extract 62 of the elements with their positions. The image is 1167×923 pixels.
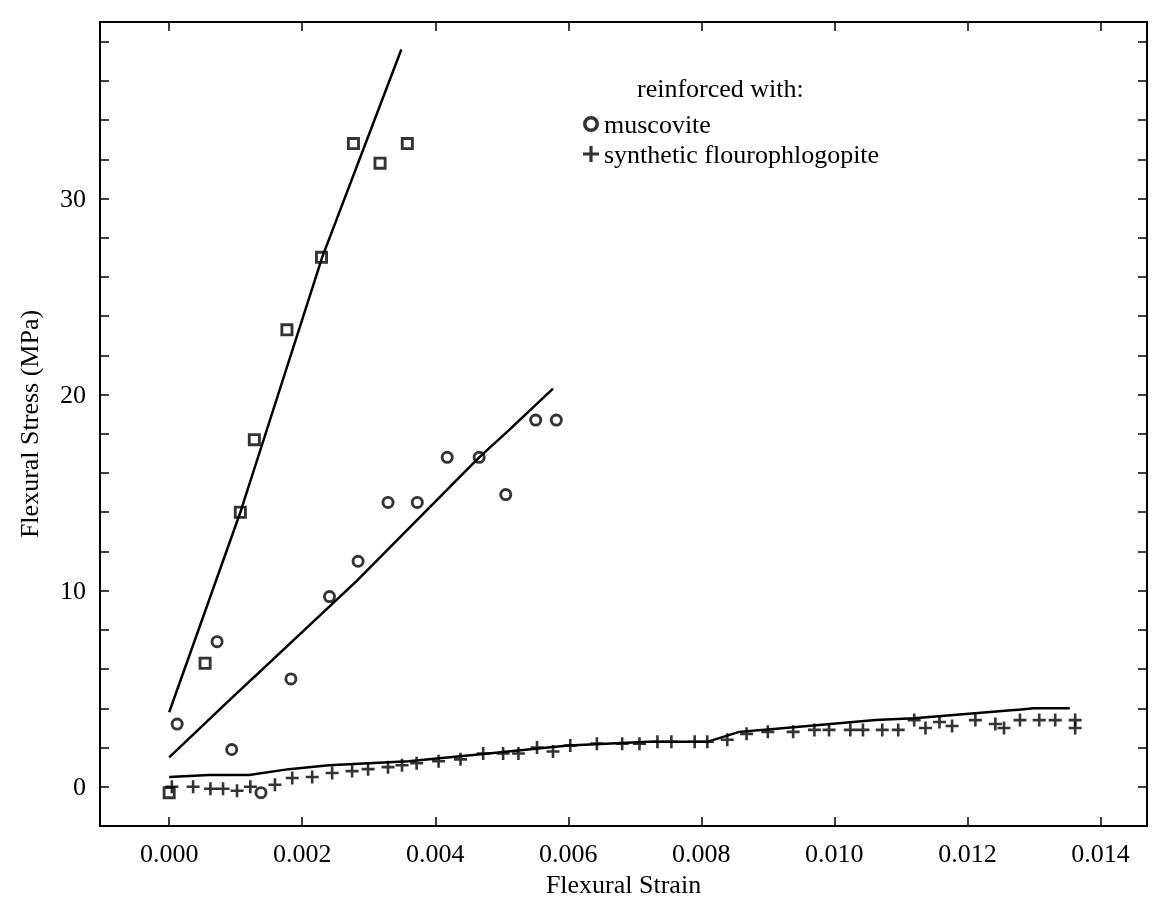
point	[546, 744, 560, 758]
point	[210, 635, 224, 649]
x-axis-title: Flexural Strain	[545, 869, 702, 899]
point	[203, 782, 217, 796]
point	[216, 782, 230, 796]
x-tick-label: 0.000	[139, 838, 199, 868]
x-tick-label: 0.012	[938, 838, 997, 868]
point	[875, 723, 889, 737]
point	[351, 554, 365, 568]
point	[233, 505, 247, 519]
point	[410, 756, 424, 770]
point	[918, 721, 932, 735]
point	[243, 780, 257, 794]
point	[346, 137, 360, 151]
point	[323, 590, 336, 604]
legend-label: muscovite	[604, 109, 711, 139]
point	[440, 450, 454, 464]
line-series	[167, 387, 555, 759]
y-tick-label: 30	[60, 183, 86, 213]
point	[1032, 713, 1046, 727]
point	[254, 786, 268, 800]
point	[170, 717, 184, 731]
point	[499, 488, 513, 502]
point	[932, 715, 946, 729]
point	[720, 733, 734, 747]
point	[230, 784, 244, 798]
point	[549, 413, 563, 427]
point	[165, 780, 179, 794]
point	[400, 137, 414, 151]
x-tick-label: 0.002	[272, 838, 332, 868]
point	[529, 413, 543, 427]
point	[315, 250, 329, 264]
point	[1048, 713, 1062, 727]
point	[891, 723, 905, 737]
x-tick-label: 0.014	[1071, 838, 1130, 868]
point	[186, 780, 200, 794]
point	[454, 752, 468, 766]
point	[968, 713, 982, 727]
y-tick-label: 0	[73, 772, 86, 802]
point	[225, 743, 239, 757]
y-tick-label: 20	[60, 380, 86, 410]
legend-title: reinforced with:	[637, 73, 804, 103]
point	[285, 771, 299, 785]
line-series	[167, 48, 403, 714]
x-tick-label: 0.004	[406, 838, 465, 868]
point	[198, 656, 212, 670]
point	[432, 754, 446, 768]
point	[843, 723, 857, 737]
point	[410, 495, 424, 509]
point	[511, 746, 525, 760]
point	[373, 156, 387, 170]
x-tick-label: 0.010	[805, 838, 864, 868]
point	[381, 495, 395, 509]
x-tick-label: 0.008	[672, 838, 731, 868]
point	[247, 433, 261, 447]
point	[284, 672, 298, 686]
point	[280, 323, 294, 337]
y-tick-label: 10	[60, 576, 86, 606]
x-tick-label: 0.006	[539, 838, 598, 868]
legend-label: synthetic flourophlogopite	[604, 139, 880, 169]
y-axis-title: Flexural Stress (MPa)	[14, 309, 44, 539]
point	[988, 717, 1002, 731]
